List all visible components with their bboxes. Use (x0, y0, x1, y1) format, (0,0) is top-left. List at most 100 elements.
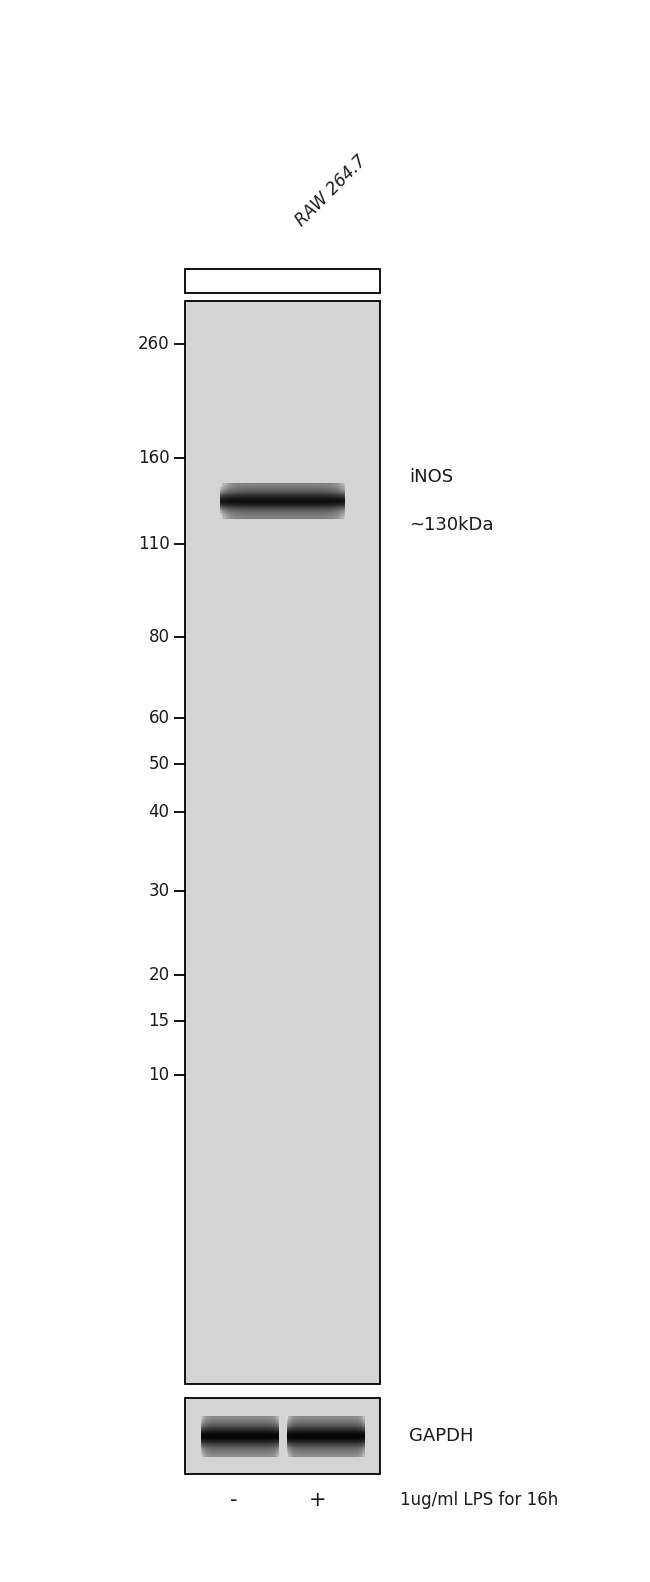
Text: iNOS: iNOS (410, 468, 454, 486)
Bar (309, 483, 311, 519)
Bar (311, 483, 313, 519)
Bar (255, 483, 256, 519)
Bar (236, 1416, 237, 1457)
Bar (331, 483, 333, 519)
Bar (240, 1416, 241, 1457)
Bar (263, 1416, 265, 1457)
Text: 30: 30 (148, 883, 170, 900)
Bar (300, 483, 302, 519)
Bar (268, 1416, 270, 1457)
Bar (287, 1416, 288, 1457)
Bar (267, 483, 268, 519)
Bar (292, 483, 294, 519)
Bar (248, 483, 250, 519)
Bar (326, 1416, 327, 1457)
Bar (322, 1416, 323, 1457)
Bar (346, 1416, 348, 1457)
Bar (226, 1416, 227, 1457)
Text: +: + (309, 1490, 327, 1509)
Bar (298, 1416, 300, 1457)
Bar (289, 1416, 291, 1457)
Bar (242, 1416, 244, 1457)
Bar (223, 1416, 224, 1457)
Bar (311, 1416, 313, 1457)
Bar (336, 1416, 337, 1457)
Bar (313, 483, 314, 519)
Bar (323, 483, 325, 519)
Bar (324, 1416, 326, 1457)
Bar (252, 1416, 253, 1457)
Bar (313, 1416, 314, 1457)
Bar (339, 483, 341, 519)
Bar (319, 1416, 320, 1457)
Bar (340, 1416, 341, 1457)
Bar (305, 1416, 306, 1457)
Bar (205, 1416, 206, 1457)
Bar (278, 1416, 279, 1457)
Bar (306, 483, 307, 519)
Bar (310, 1416, 311, 1457)
Bar (235, 1416, 236, 1457)
Bar (328, 1416, 330, 1457)
Bar (232, 1416, 233, 1457)
Bar (363, 1416, 365, 1457)
Bar (233, 1416, 235, 1457)
Bar (185, 301, 380, 1384)
Bar (275, 1416, 276, 1457)
Bar (304, 1416, 305, 1457)
Bar (318, 483, 320, 519)
Bar (222, 483, 224, 519)
Bar (246, 1416, 248, 1457)
Bar (253, 1416, 254, 1457)
Bar (294, 483, 295, 519)
Bar (261, 483, 263, 519)
Bar (332, 1416, 333, 1457)
Bar (231, 1416, 232, 1457)
Bar (244, 1416, 245, 1457)
Bar (298, 483, 300, 519)
Bar (270, 483, 272, 519)
Bar (335, 1416, 336, 1457)
Bar (291, 483, 292, 519)
Bar (210, 1416, 211, 1457)
Bar (201, 1416, 202, 1457)
Bar (218, 1416, 219, 1457)
Bar (237, 483, 239, 519)
Text: GAPDH: GAPDH (410, 1427, 474, 1446)
Bar (348, 1416, 349, 1457)
Bar (229, 1416, 231, 1457)
Bar (357, 1416, 358, 1457)
Bar (228, 1416, 229, 1457)
Bar (248, 1416, 249, 1457)
Bar (315, 1416, 317, 1457)
Bar (259, 1416, 261, 1457)
Bar (229, 483, 231, 519)
Bar (330, 483, 331, 519)
Bar (220, 483, 222, 519)
Bar (239, 483, 240, 519)
Bar (343, 1416, 344, 1457)
Bar (353, 1416, 354, 1457)
Bar (264, 483, 266, 519)
Text: RAW 264.7: RAW 264.7 (292, 152, 370, 229)
Text: 20: 20 (148, 965, 170, 984)
Bar (337, 1416, 339, 1457)
Text: 260: 260 (138, 335, 170, 353)
Bar (287, 483, 289, 519)
Text: 60: 60 (149, 709, 170, 726)
Bar (359, 1416, 361, 1457)
Text: 110: 110 (138, 535, 170, 554)
Bar (258, 483, 259, 519)
Bar (276, 483, 278, 519)
Text: -: - (230, 1490, 238, 1509)
Bar (259, 483, 261, 519)
Text: 50: 50 (149, 755, 170, 774)
Bar (334, 483, 336, 519)
Bar (307, 1416, 309, 1457)
Bar (240, 483, 242, 519)
Bar (235, 483, 236, 519)
Text: 1ug/ml LPS for 16h: 1ug/ml LPS for 16h (400, 1490, 558, 1509)
Bar (356, 1416, 357, 1457)
Bar (275, 483, 276, 519)
Bar (211, 1416, 213, 1457)
